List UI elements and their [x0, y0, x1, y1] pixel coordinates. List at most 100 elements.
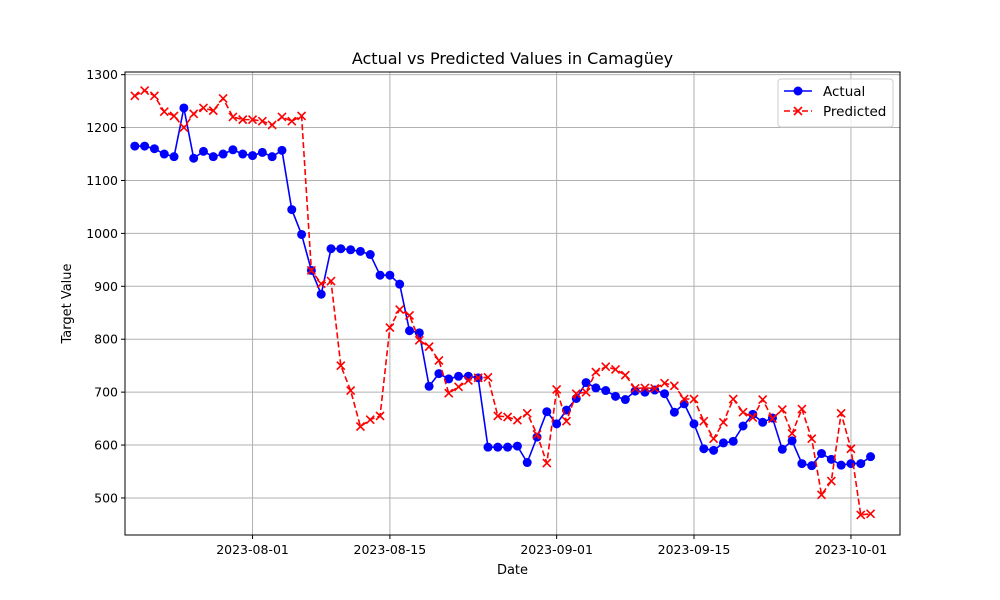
actual-point	[365, 250, 375, 260]
predicted-point	[159, 107, 169, 117]
predicted-point	[748, 412, 758, 423]
plot-frame	[124, 71, 901, 536]
actual-point	[169, 152, 179, 162]
actual-point	[434, 369, 444, 379]
actual-point	[660, 389, 670, 399]
actual-point	[807, 461, 817, 471]
actual-point	[375, 270, 385, 280]
predicted-point	[297, 111, 307, 121]
x-tick-label: 2023-09-15	[658, 542, 731, 557]
actual-point	[620, 395, 630, 405]
predicted-point	[463, 375, 473, 386]
predicted-point	[650, 383, 660, 393]
y-tick-label: 1100	[86, 173, 118, 188]
actual-point	[140, 141, 150, 151]
x-tick-label: 2023-08-01	[216, 542, 289, 557]
predicted-point	[699, 416, 709, 426]
y-tick-label: 600	[94, 438, 118, 453]
y-tick-label: 1000	[86, 226, 118, 241]
predicted-point	[375, 411, 385, 421]
predicted-point	[130, 91, 140, 101]
predicted-point	[404, 310, 415, 320]
actual-point	[522, 458, 532, 468]
predicted-point	[277, 112, 287, 122]
actual-point	[395, 279, 405, 289]
series-layer	[130, 85, 876, 520]
y-tick-label: 700	[94, 385, 118, 400]
actual-point	[218, 149, 228, 159]
actual-point	[228, 145, 238, 155]
predicted-point	[522, 408, 532, 418]
actual-point	[267, 152, 277, 162]
predicted-point	[434, 355, 444, 365]
y-tick-label: 900	[94, 279, 118, 294]
actual-point	[512, 441, 522, 451]
actual-point	[728, 436, 738, 446]
predicted-point	[424, 342, 434, 352]
predicted-point	[571, 389, 581, 399]
legend-actual-label: Actual	[823, 84, 865, 100]
actual-point	[444, 374, 454, 384]
predicted-point	[444, 388, 454, 398]
predicted-point	[287, 116, 297, 126]
predicted-point	[866, 509, 876, 519]
x-axis-label: Date	[497, 563, 528, 578]
actual-point	[130, 141, 140, 151]
predicted-point	[630, 383, 640, 393]
y-tick-label: 500	[94, 490, 118, 505]
predicted-point	[336, 361, 346, 371]
predicted-point	[689, 394, 699, 404]
actual-point	[748, 409, 758, 419]
predicted-point	[365, 415, 375, 425]
actual-point	[581, 378, 591, 388]
predicted-point	[816, 490, 827, 500]
actual-point	[738, 421, 748, 431]
actual-point	[699, 444, 709, 454]
predicted-point	[238, 115, 248, 125]
predicted-point	[473, 373, 483, 383]
predicted-point	[218, 93, 228, 104]
actual-point	[836, 460, 846, 470]
predicted-point	[169, 111, 179, 121]
x-tick-label: 2023-10-01	[815, 542, 888, 557]
predicted-point	[267, 120, 277, 130]
predicted-point	[738, 407, 748, 417]
actual-point	[483, 442, 493, 452]
predicted-point	[581, 387, 591, 397]
predicted-point	[797, 404, 807, 414]
actual-point	[552, 419, 562, 429]
predicted-point	[552, 384, 562, 395]
x-tick-label: 2023-09-01	[520, 542, 593, 557]
actual-point	[336, 244, 346, 254]
predicted-point	[395, 305, 405, 315]
actual-point	[189, 153, 199, 163]
predicted-point	[846, 444, 856, 454]
actual-point	[866, 452, 876, 462]
predicted-point	[561, 416, 572, 426]
actual-point	[198, 146, 208, 156]
y-axis-label: Target Value	[60, 263, 75, 344]
predicted-point	[620, 370, 630, 380]
predicted-point	[208, 106, 218, 116]
actual-point	[159, 149, 169, 159]
actual-point	[287, 205, 297, 215]
predicted-point	[601, 362, 611, 372]
predicted-point	[257, 116, 267, 126]
actual-point	[709, 445, 719, 455]
actual-point	[385, 270, 395, 280]
x-tick-label: 2023-08-15	[354, 542, 427, 557]
actual-point	[679, 399, 689, 409]
predicted-point	[189, 109, 199, 119]
actual-point	[601, 386, 611, 396]
predicted-point	[326, 276, 336, 286]
actual-point	[424, 381, 434, 391]
y-tick-label: 800	[94, 332, 118, 347]
predicted-point	[542, 458, 552, 468]
predicted-point	[483, 372, 493, 382]
actual-point	[277, 145, 287, 155]
actual-point	[532, 432, 542, 442]
predicted-line	[134, 89, 871, 516]
predicted-point	[758, 394, 768, 405]
